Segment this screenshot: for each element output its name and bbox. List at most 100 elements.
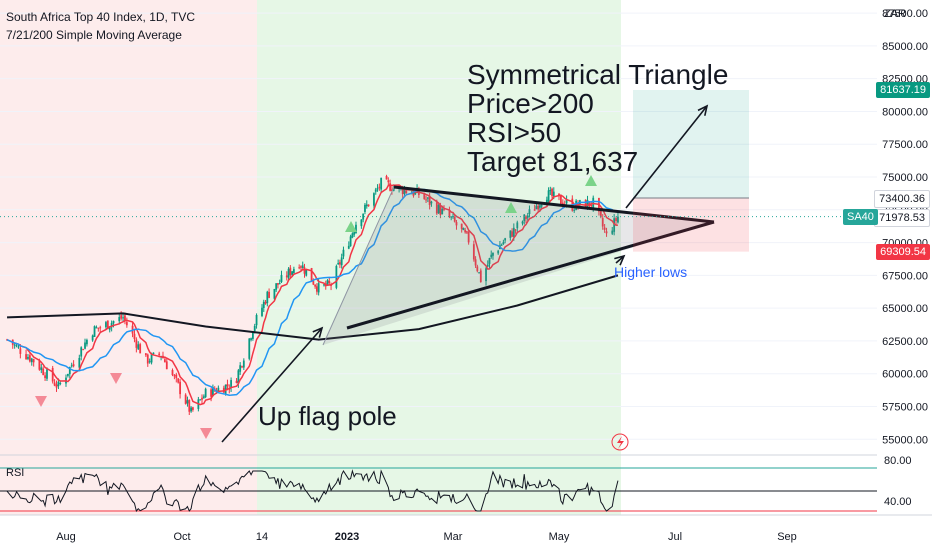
candle-body (560, 194, 562, 204)
candle-body (479, 270, 482, 282)
candle-body (268, 291, 270, 298)
candle-body (533, 209, 536, 211)
candle-body (51, 368, 54, 382)
candle-body (291, 271, 294, 275)
candle-body (439, 205, 442, 215)
candle-body (590, 204, 593, 207)
candle-body (17, 346, 20, 348)
candle-body (435, 202, 438, 214)
candle-body (509, 230, 512, 238)
candle-body (175, 374, 178, 379)
candle-body (158, 353, 161, 356)
candle-body (486, 264, 489, 267)
candle-body (248, 338, 251, 359)
candle-body (30, 358, 33, 363)
candle-body (135, 339, 138, 348)
candle-body (38, 360, 41, 370)
signal-buy-1 (345, 221, 357, 232)
candle-body (298, 267, 301, 269)
candle-body (277, 283, 279, 285)
upper-price-label: 73400.36 (874, 189, 930, 208)
candle-body (467, 232, 470, 243)
candle-body (310, 268, 313, 282)
candle-body (253, 325, 256, 332)
symbol-badge: SA40 (843, 208, 878, 225)
candle-body (201, 397, 203, 400)
indicator-label: 7/21/200 Simple Moving Average (6, 28, 182, 42)
candle-body (611, 230, 614, 234)
candle-body (105, 322, 107, 328)
candle-body (490, 254, 493, 258)
candle-body (32, 359, 35, 363)
candle-body (146, 354, 149, 364)
candle-body (516, 222, 519, 229)
candle-body (448, 210, 451, 217)
candle-body (437, 205, 440, 214)
candle-body (125, 322, 128, 326)
candle-body (108, 326, 111, 330)
candle-body (351, 233, 354, 238)
candle-body (523, 214, 526, 222)
candle-body (355, 224, 357, 234)
target-zone (633, 89, 749, 198)
candle-body (565, 199, 568, 204)
candle-body (150, 354, 153, 363)
candle-body (353, 231, 356, 235)
annotation-rsi: RSI>50 (467, 117, 562, 148)
candle-body (392, 187, 395, 191)
signal-sell-2 (110, 373, 122, 384)
candle-body (599, 210, 602, 218)
candle-body (441, 208, 444, 214)
bg-zone-red (0, 0, 257, 515)
candle-body (466, 231, 468, 233)
candle-body (385, 176, 388, 180)
lightning-icon (617, 436, 624, 449)
candle-body (106, 320, 109, 329)
candle-body (512, 227, 515, 237)
candle-body (68, 367, 71, 375)
candle-body (443, 208, 445, 210)
target-arrow-head (697, 104, 709, 116)
candle-body (95, 327, 98, 329)
y-tick-label: 75000.00 (882, 172, 928, 184)
x-tick-label: 14 (256, 531, 268, 543)
candle-body (430, 201, 433, 204)
candle-body (549, 190, 552, 192)
candle-body (112, 321, 115, 324)
candle-body (464, 229, 467, 233)
candle-body (67, 373, 69, 376)
candle-body (46, 369, 48, 379)
candle-body (13, 344, 16, 346)
x-tick-label: Oct (173, 531, 190, 543)
candle-body (239, 365, 242, 372)
candle-body (360, 219, 363, 227)
candle-body (57, 381, 60, 387)
moving-averages (6, 184, 619, 406)
ma200-line (7, 274, 619, 341)
target-arrow (625, 105, 708, 209)
candle-body (55, 384, 58, 388)
annotation-target: Target 81,637 (467, 146, 639, 177)
candle-body (314, 284, 317, 287)
candle-body (326, 280, 329, 285)
x-tick-label: 2023 (335, 531, 359, 543)
candle-body (547, 190, 550, 202)
candle-body (340, 257, 343, 266)
candle-body (472, 244, 475, 260)
candle-body (264, 301, 267, 304)
candle-body (460, 223, 463, 229)
candle-body (204, 388, 207, 398)
candle-body (613, 218, 616, 232)
candle-body (25, 354, 27, 360)
candle-body (364, 204, 366, 212)
candle-body (188, 399, 191, 412)
candle-body (538, 205, 541, 208)
candle-body (500, 244, 503, 246)
candle-body (86, 339, 88, 345)
y-tick-label: 87500.00 (882, 8, 928, 20)
candle-body (535, 206, 538, 210)
candle-body (152, 352, 155, 354)
candle-body (617, 216, 619, 223)
flag-pole-arrow-head (312, 326, 324, 338)
